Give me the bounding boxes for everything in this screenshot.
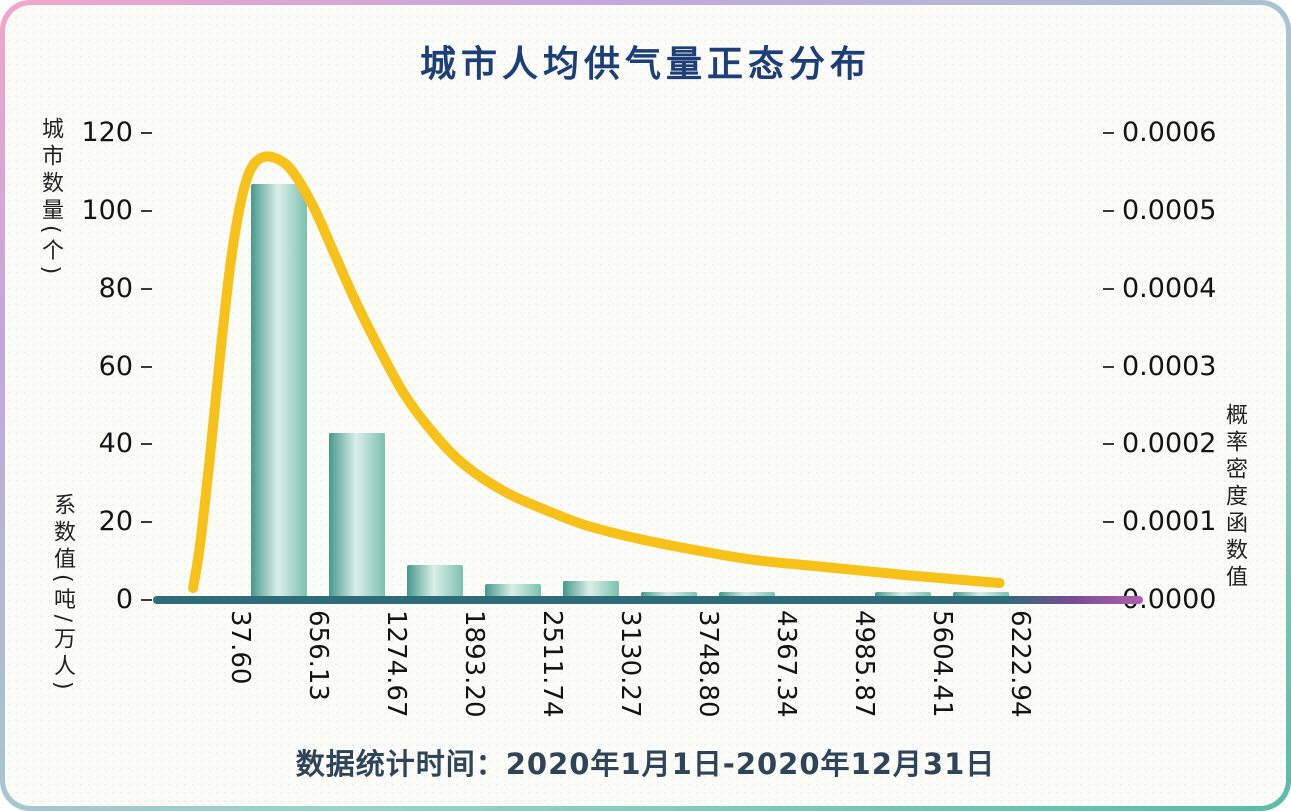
x-axis-tick-label: 2511.74 — [536, 610, 567, 718]
right-axis-tick-mark — [1103, 287, 1114, 290]
left-axis-tick-label: 120 — [81, 116, 133, 148]
chart-title: 城市人均供气量正态分布 — [419, 44, 871, 85]
right-axis-tick-mark — [1103, 365, 1114, 368]
x-axis-tick-label: 6222.94 — [1004, 610, 1035, 718]
x-axis-tick-label: 1274.67 — [380, 610, 411, 718]
x-axis-tick-label: 656.13 — [303, 610, 333, 701]
left-axis-tick-label: 20 — [98, 506, 133, 538]
right-axis-tick-mark — [1103, 521, 1114, 524]
left-axis-ticks: 0 20 40 60 80 100 120 — [5, 117, 155, 615]
left-axis-title: 城市数量(个) — [38, 117, 63, 280]
right-axis-tick-label: 0.0006 — [1122, 116, 1217, 148]
left-axis-tick-label: 100 — [81, 194, 133, 226]
right-axis-tick-label: 0.0004 — [1122, 272, 1217, 304]
left-axis-tick-label: 60 — [98, 350, 133, 382]
left-axis-tick-mark — [141, 209, 152, 212]
x-axis-tick-label: 1893.20 — [458, 610, 489, 718]
density-curve — [188, 151, 1005, 593]
density-curve-path — [188, 151, 1005, 593]
bar — [328, 432, 386, 600]
left-axis-tick-label: 0 — [115, 583, 133, 615]
left-axis-tick-label: 80 — [98, 272, 133, 304]
right-axis-tick-label: 0.0002 — [1122, 428, 1217, 460]
left-axis-tick-mark — [141, 132, 152, 134]
right-axis-tick-label: 0.0005 — [1122, 194, 1217, 226]
x-axis-tick-label: 3130.27 — [614, 610, 645, 718]
bar — [562, 580, 619, 600]
x-axis-unit-title: 系数值(吨/万人) — [50, 493, 75, 695]
x-axis-tick-label: 4985.87 — [848, 610, 879, 718]
bar — [406, 564, 463, 600]
right-axis-title: 概率密度函数值 — [1222, 403, 1247, 592]
left-axis-tick-mark — [141, 443, 152, 446]
bar — [250, 183, 308, 600]
left-axis-tick-mark — [141, 521, 152, 524]
x-axis-tick-labels: 37.60 656.13 1274.67 1893.20 2511.74 3130.27 3… — [155, 610, 1100, 760]
left-axis-tick-mark — [141, 599, 152, 601]
chart-background: 城市人均供气量正态分布 城市数量(个) 系数值(吨/万人) 概率密度函数值 0 2… — [5, 5, 1286, 806]
x-axis-tick-label: 3748.80 — [692, 610, 723, 718]
caption: 数据统计时间：2020年1月1日-2020年12月31日 — [295, 747, 996, 781]
right-axis-tick-label: 0.0001 — [1122, 506, 1217, 538]
x-axis-tick-label: 5604.41 — [926, 610, 957, 718]
x-axis-tick-label: 4367.34 — [770, 610, 801, 718]
right-axis-tick-label: 0.0003 — [1122, 350, 1217, 382]
plot-area: 37.60 656.13 1274.67 1893.20 2511.74 3130.27 3… — [153, 133, 1143, 718]
right-axis-tick-mark — [1103, 443, 1114, 446]
right-axis-ticks: 0.0000 0.0001 0.0002 0.0003 0.0004 0.0005 0.00… — [1100, 117, 1270, 615]
left-axis-tick-mark — [141, 365, 152, 368]
x-axis-tick-label: 37.60 — [225, 610, 256, 685]
left-axis-tick-label: 40 — [98, 428, 133, 460]
left-axis-tick-mark — [141, 287, 152, 290]
x-axis-line — [153, 596, 1143, 604]
right-axis-tick-mark — [1103, 132, 1114, 134]
right-axis-tick-mark — [1103, 209, 1114, 212]
